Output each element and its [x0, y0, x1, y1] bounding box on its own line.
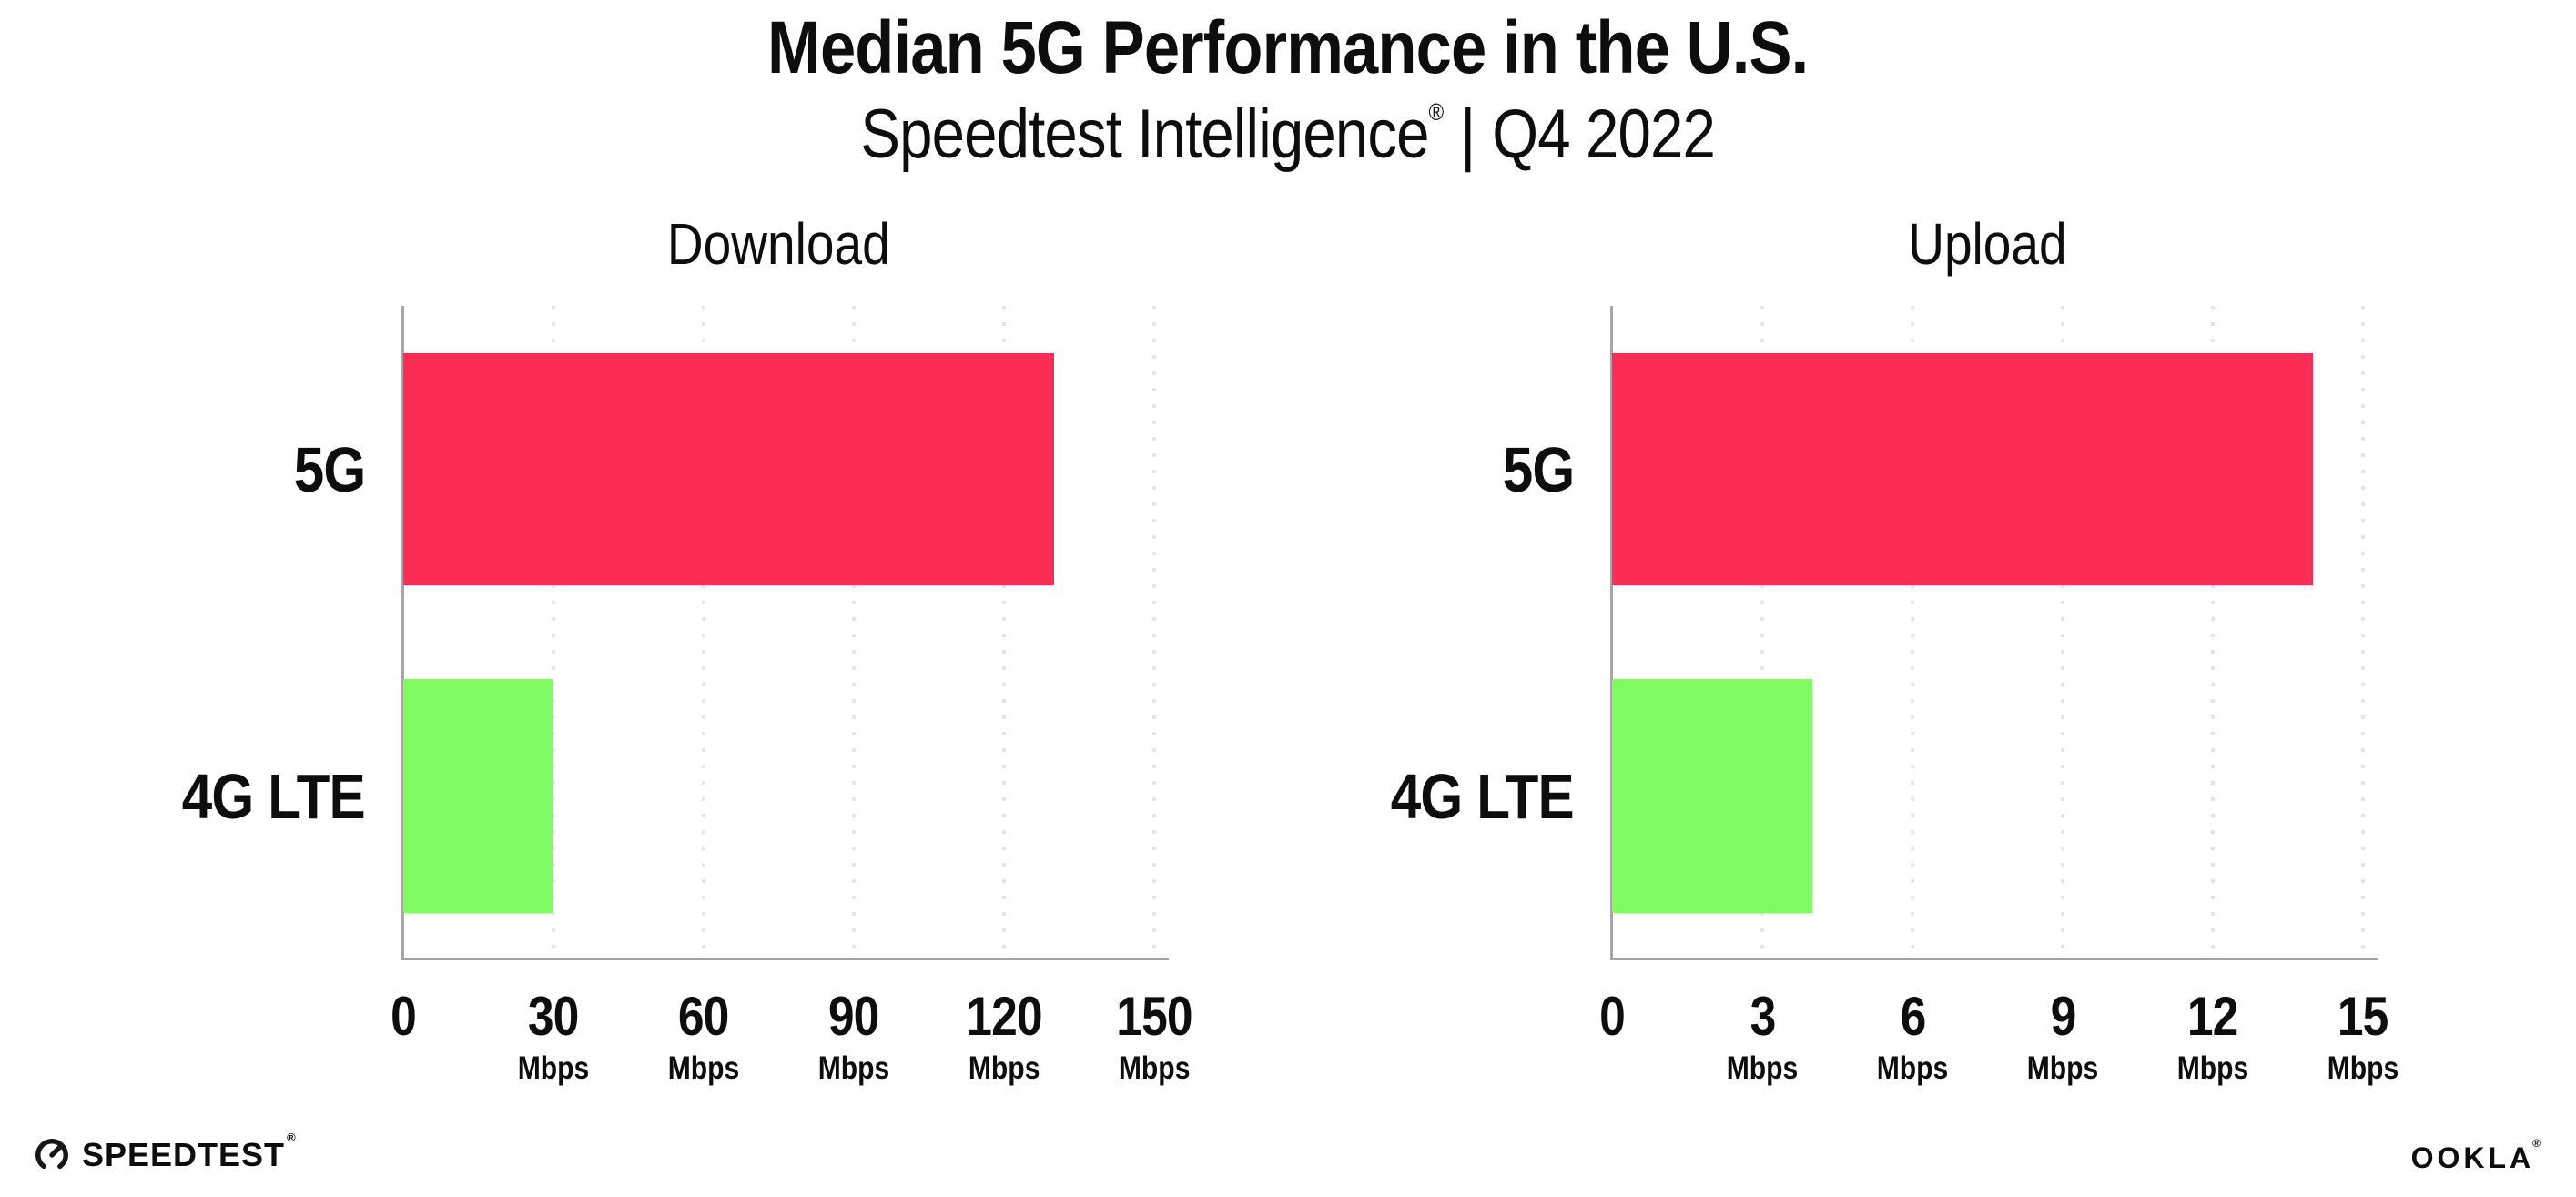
category-label-5g: 5G [282, 438, 365, 502]
gridline [2061, 306, 2064, 959]
subtitle-period: Q4 2022 [1492, 96, 1717, 173]
x-tick-unit: Mbps [2176, 1050, 2249, 1086]
x-tick-value: 3 [1749, 986, 1776, 1047]
gridline [552, 306, 555, 959]
x-tick-label: 90 Mbps [812, 986, 895, 1086]
x-tick-value: 90 [828, 986, 880, 1047]
page-title: Median 5G Performance in the U.S. [0, 6, 2576, 89]
page-subtitle-text: Speedtest Intelligence® | Q4 2022 [861, 95, 1716, 174]
gridline [1152, 306, 1156, 959]
x-tick-value: 150 [1116, 986, 1192, 1047]
page-subtitle: Speedtest Intelligence® | Q4 2022 [0, 95, 2576, 174]
bar-row-5g: 5G [293, 353, 1154, 585]
x-tick-unit: Mbps [2026, 1050, 2099, 1086]
x-tick-label: 3 Mbps [1720, 986, 1803, 1086]
x-tick-unit: Mbps [1118, 1050, 1191, 1086]
x-tick-value: 120 [966, 986, 1042, 1047]
x-tick-unit: Mbps [2327, 1050, 2399, 1086]
bar-4g-lte [1612, 679, 1812, 913]
gridline [2211, 306, 2215, 959]
gridline [1002, 306, 1006, 959]
category-label-4g-lte: 4G LTE [1361, 760, 1575, 832]
x-tick-label: 150 Mbps [1110, 986, 1198, 1086]
bar-4g-lte [403, 679, 553, 913]
category-label-text: 5G [1502, 433, 1574, 505]
speedtest-registered-mark: ® [287, 1131, 297, 1144]
upload-chart-title: Upload [1908, 211, 2067, 277]
category-label-text: 4G LTE [181, 760, 366, 832]
x-tick-label: 0 [389, 989, 418, 1044]
x-tick-unit: Mbps [968, 1050, 1040, 1086]
x-tick-value: 9 [2050, 986, 2076, 1047]
upload-y-axis-line [1610, 306, 1613, 959]
x-tick-label: 0 [1597, 989, 1627, 1044]
x-tick-label: 9 Mbps [2021, 986, 2104, 1086]
category-label-text: 5G [293, 433, 365, 505]
x-tick-label: 120 Mbps [959, 986, 1048, 1086]
upload-x-axis-line [1610, 958, 2378, 960]
x-tick-value: 30 [528, 986, 580, 1047]
x-tick-value: 0 [390, 986, 417, 1047]
x-tick-label: 15 Mbps [2321, 986, 2404, 1086]
bar-row-4g-lte: 4G LTE [1391, 679, 2363, 913]
x-tick-label: 6 Mbps [1871, 986, 1953, 1086]
x-tick-unit: Mbps [1726, 1050, 1799, 1086]
download-y-axis-line [401, 306, 404, 959]
page-title-text: Median 5G Performance in the U.S. [767, 6, 1809, 89]
x-tick-value: 60 [678, 986, 730, 1047]
x-tick-label: 30 Mbps [512, 986, 594, 1086]
bar-row-4g-lte: 4G LTE [182, 679, 1154, 913]
x-tick-unit: Mbps [817, 1050, 890, 1086]
bar-row-5g: 5G [1502, 353, 2363, 585]
x-tick-unit: Mbps [517, 1050, 590, 1086]
speedtest-gauge-icon [35, 1139, 68, 1172]
download-chart-title: Download [667, 211, 890, 277]
gridline [1760, 306, 1764, 959]
gridline [852, 306, 856, 959]
download-chart: Download 5G 4G LTE 0 30 Mbps 60 Mbps 90 Mbps 120… [182, 215, 1193, 1084]
upload-chart: Upload 5G 4G LTE 0 3 Mbps 6 Mbps 9 Mbps 12 Mbps 15… [1391, 215, 2399, 1084]
x-tick-value: 6 [1900, 986, 1926, 1047]
x-tick-value: 15 [2338, 986, 2389, 1047]
ookla-logo: OOKLA® [2410, 1138, 2546, 1174]
category-label-text: 4G LTE [1390, 760, 1575, 832]
bar-5g [1612, 353, 2313, 585]
category-label-5g: 5G [1491, 438, 1574, 502]
x-tick-value: 12 [2187, 986, 2239, 1047]
speedtest-logo: SPEEDTEST ® [33, 1131, 297, 1174]
speedtest-wordmark: SPEEDTEST ® [82, 1131, 297, 1173]
x-tick-unit: Mbps [1876, 1050, 1949, 1086]
gridline [702, 306, 705, 959]
bar-5g [403, 353, 1054, 585]
category-label-4g-lte: 4G LTE [152, 760, 366, 832]
x-tick-value: 0 [1599, 986, 1626, 1047]
subtitle-brand: Speedtest Intelligence [860, 96, 1430, 173]
x-tick-label: 60 Mbps [662, 986, 745, 1086]
x-tick-unit: Mbps [667, 1050, 740, 1086]
download-x-axis-line [401, 958, 1169, 960]
registered-mark: ® [1428, 98, 1444, 126]
ookla-registered-mark: ® [2532, 1137, 2544, 1150]
ookla-wordmark: OOKLA [2410, 1141, 2535, 1174]
gridline [1911, 306, 1914, 959]
x-tick-label: 12 Mbps [2171, 986, 2254, 1086]
subtitle-separator: | [1460, 96, 1476, 173]
gridline [2361, 306, 2365, 959]
